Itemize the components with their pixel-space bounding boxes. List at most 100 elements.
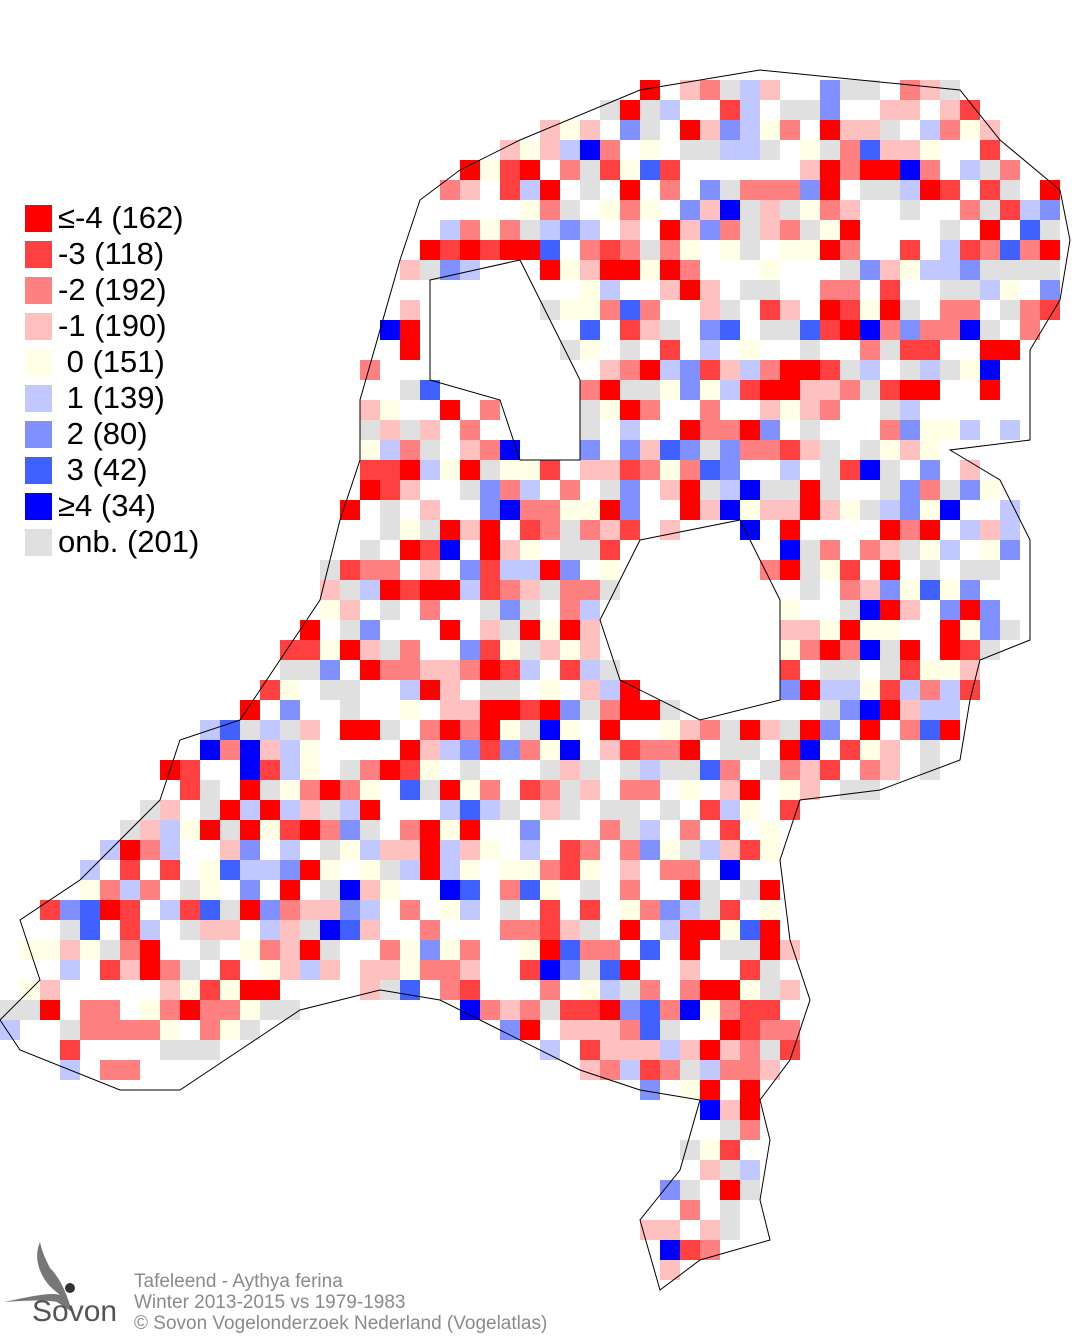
grid-cell bbox=[540, 1000, 560, 1020]
grid-cell bbox=[900, 520, 920, 540]
grid-cell bbox=[300, 860, 320, 880]
grid-cell bbox=[600, 960, 620, 980]
grid-cell bbox=[720, 1100, 740, 1120]
grid-cell bbox=[700, 140, 720, 160]
grid-cell bbox=[900, 640, 920, 660]
grid-cell bbox=[660, 1240, 680, 1260]
grid-cell bbox=[860, 180, 880, 200]
grid-cell bbox=[560, 520, 580, 540]
grid-cell bbox=[660, 240, 680, 260]
grid-cell bbox=[440, 900, 460, 920]
grid-cell bbox=[840, 220, 860, 240]
grid-cell bbox=[600, 460, 620, 480]
grid-cell bbox=[480, 600, 500, 620]
grid-cell bbox=[280, 940, 300, 960]
grid-cell bbox=[620, 1020, 640, 1040]
grid-cell bbox=[720, 300, 740, 320]
grid-cell bbox=[160, 1040, 180, 1060]
grid-cell bbox=[460, 760, 480, 780]
grid-cell bbox=[260, 780, 280, 800]
grid-cell bbox=[80, 900, 100, 920]
grid-cell bbox=[740, 200, 760, 220]
grid-cell bbox=[800, 360, 820, 380]
grid-cell bbox=[960, 300, 980, 320]
grid-cell bbox=[420, 760, 440, 780]
grid-cell bbox=[740, 880, 760, 900]
grid-cell bbox=[480, 560, 500, 580]
grid-cell bbox=[600, 240, 620, 260]
grid-cell bbox=[900, 660, 920, 680]
grid-cell bbox=[580, 840, 600, 860]
grid-cell bbox=[460, 840, 480, 860]
grid-cell bbox=[620, 260, 640, 280]
grid-cell bbox=[660, 1020, 680, 1040]
grid-cell bbox=[60, 960, 80, 980]
grid-cell bbox=[680, 900, 700, 920]
grid-cell bbox=[740, 740, 760, 760]
grid-cell bbox=[400, 320, 420, 340]
grid-cell bbox=[140, 940, 160, 960]
grid-cell bbox=[740, 1120, 760, 1140]
grid-cell bbox=[560, 120, 580, 140]
grid-cell bbox=[920, 680, 940, 700]
grid-cell bbox=[220, 1000, 240, 1020]
grid-cell bbox=[140, 880, 160, 900]
grid-cell bbox=[580, 220, 600, 240]
grid-cell bbox=[860, 140, 880, 160]
grid-cell bbox=[780, 540, 800, 560]
grid-cell bbox=[580, 860, 600, 880]
grid-cell bbox=[920, 720, 940, 740]
grid-cell bbox=[280, 840, 300, 860]
grid-cell bbox=[740, 280, 760, 300]
grid-cell bbox=[680, 940, 700, 960]
grid-cell bbox=[920, 160, 940, 180]
legend-swatch bbox=[25, 240, 52, 268]
grid-cell bbox=[680, 1040, 700, 1060]
grid-cell bbox=[960, 260, 980, 280]
grid-cell bbox=[600, 560, 620, 580]
legend-swatch bbox=[25, 348, 52, 376]
grid-cell bbox=[100, 940, 120, 960]
grid-cell bbox=[600, 500, 620, 520]
grid-cell bbox=[320, 800, 340, 820]
grid-cell bbox=[380, 600, 400, 620]
grid-cell bbox=[700, 1140, 720, 1160]
grid-cell bbox=[420, 500, 440, 520]
grid-cell bbox=[640, 320, 660, 340]
grid-cell bbox=[860, 540, 880, 560]
grid-cell bbox=[480, 160, 500, 180]
grid-cell bbox=[360, 580, 380, 600]
grid-cell bbox=[560, 920, 580, 940]
grid-cell bbox=[500, 900, 520, 920]
grid-cell bbox=[340, 580, 360, 600]
grid-cell bbox=[440, 620, 460, 640]
grid-cell bbox=[640, 1060, 660, 1080]
grid-cell bbox=[300, 660, 320, 680]
grid-cell bbox=[720, 320, 740, 340]
grid-cell bbox=[80, 1020, 100, 1040]
grid-cell bbox=[1020, 260, 1040, 280]
grid-cell bbox=[1000, 420, 1020, 440]
grid-cell bbox=[400, 580, 420, 600]
grid-cell bbox=[360, 360, 380, 380]
grid-cell bbox=[660, 920, 680, 940]
grid-cell bbox=[520, 960, 540, 980]
grid-cell bbox=[380, 980, 400, 1000]
grid-cell bbox=[520, 740, 540, 760]
grid-cell bbox=[640, 400, 660, 420]
grid-cell bbox=[100, 900, 120, 920]
grid-cell bbox=[460, 880, 480, 900]
grid-cell bbox=[500, 1020, 520, 1040]
grid-cell bbox=[440, 880, 460, 900]
grid-cell bbox=[840, 680, 860, 700]
grid-cell bbox=[920, 520, 940, 540]
grid-cell bbox=[880, 700, 900, 720]
grid-cell bbox=[700, 360, 720, 380]
grid-cell bbox=[700, 80, 720, 100]
grid-cell bbox=[980, 380, 1000, 400]
grid-cell bbox=[680, 1000, 700, 1020]
grid-cell bbox=[660, 1060, 680, 1080]
grid-cell bbox=[740, 1180, 760, 1200]
grid-cell bbox=[820, 280, 840, 300]
grid-cell bbox=[960, 560, 980, 580]
